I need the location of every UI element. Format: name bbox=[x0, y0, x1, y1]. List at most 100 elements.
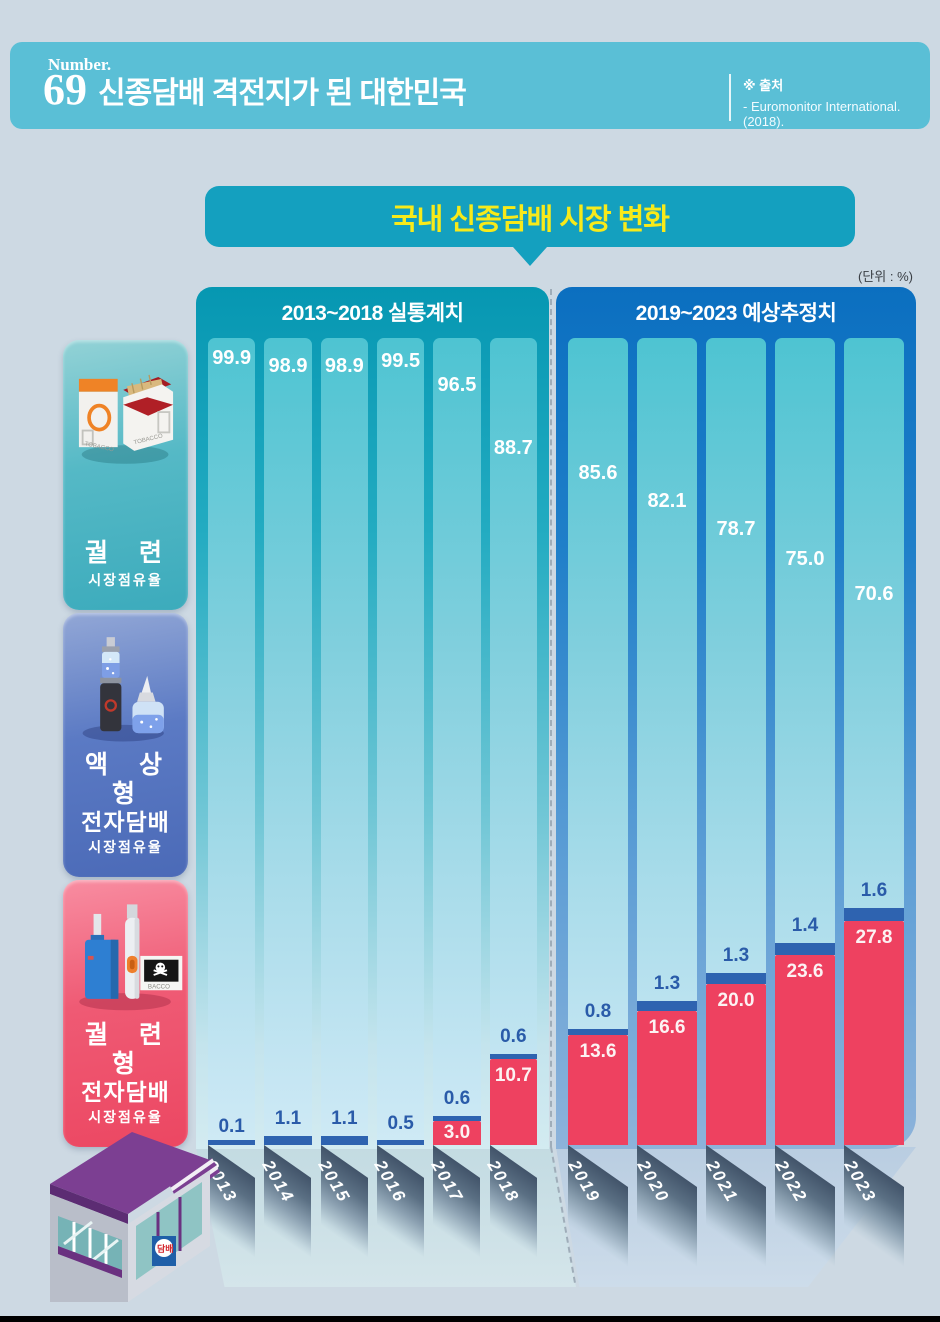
panel-forecast: 2019~2023 예상추정치 85.6 13.6 0.8 2019 82.1 16.6 1… bbox=[556, 287, 916, 1268]
bar-column-2018: 88.7 10.7 0.6 2018 bbox=[484, 338, 537, 1259]
section-divider-dashed bbox=[550, 289, 552, 1147]
unit-label: (단위 : %) bbox=[858, 269, 913, 284]
stacked-bar: 88.7 10.7 0.6 bbox=[489, 338, 537, 1145]
cigarette-share-label: 70.6 bbox=[854, 583, 894, 606]
stacked-bar: 75.0 23.6 1.4 bbox=[775, 338, 835, 1145]
liquid-ecigarette-icon bbox=[82, 637, 164, 742]
legend-card-heated-tobacco: BACCO 궐 련 형 전자담배 시장점유율 bbox=[63, 880, 188, 1147]
liquid-ecig-share-label: 1.3 bbox=[653, 972, 681, 994]
bar-column-2020: 82.1 16.6 1.3 2020 bbox=[634, 338, 697, 1268]
issue-number: 69 bbox=[43, 65, 87, 114]
cigarette-share-label: 75.0 bbox=[785, 547, 825, 570]
heated-tobacco-share-label: 10.7 bbox=[494, 1064, 532, 1086]
legend-hnb-title2: 전자담배 bbox=[81, 1078, 170, 1105]
cigarette-share-label: 88.7 bbox=[493, 437, 533, 460]
cigarette-share-label: 82.1 bbox=[647, 490, 687, 513]
legend-card-cigarette: TOBACCO TOBACCO 궐 련 시장점유율 bbox=[63, 340, 188, 610]
bar-column-2021: 78.7 20.0 1.3 2021 bbox=[703, 338, 766, 1268]
liquid-ecig-share-label: 0.6 bbox=[500, 1025, 527, 1047]
store-sign-text: 담배 bbox=[157, 1243, 174, 1254]
stacked-bar: 99.5 0.5 bbox=[376, 338, 425, 1145]
liquid-ecig-segment bbox=[844, 907, 904, 921]
legend-liquid-title: 액 상 형 bbox=[85, 751, 166, 808]
legend-cigarette-subtitle: 시장점유율 bbox=[88, 572, 163, 588]
liquid-ecig-segment bbox=[568, 1028, 628, 1036]
liquid-ecig-segment bbox=[376, 1140, 425, 1145]
stacked-bar: 98.9 1.1 bbox=[264, 338, 312, 1145]
liquid-ecig-share-label: 1.1 bbox=[331, 1108, 358, 1130]
heated-tobacco-share-label: 20.0 bbox=[717, 989, 755, 1011]
heated-tobacco-share-label: 13.6 bbox=[579, 1041, 617, 1063]
stacked-bar: 78.7 20.0 1.3 bbox=[706, 338, 766, 1145]
pack-brand-text-3: BACCO bbox=[147, 983, 169, 990]
source-label: ※ 출처 bbox=[743, 78, 784, 93]
panel-forecast-bars: 85.6 13.6 0.8 2019 82.1 16.6 1.3 2020 78.7 20.0 1.… bbox=[565, 338, 904, 1268]
heated-tobacco-device-icon: BACCO bbox=[78, 904, 182, 1011]
store-illustration: 담배 bbox=[50, 1132, 220, 1302]
legend-liquid-title2: 전자담배 bbox=[81, 808, 170, 835]
cigarette-share-label: 85.6 bbox=[578, 462, 618, 485]
heated-tobacco-segment: 16.6 bbox=[637, 1011, 697, 1145]
header-band: Number. 69 신종담배 격전지가 된 대한민국 ※ 출처 - Eurom… bbox=[10, 42, 930, 129]
stacked-bar: 70.6 27.8 1.6 bbox=[844, 338, 904, 1145]
heated-tobacco-segment: 27.8 bbox=[844, 920, 904, 1145]
bar-column-2017: 96.5 3.0 0.6 2017 bbox=[427, 338, 481, 1259]
heated-tobacco-share-label: 16.6 bbox=[648, 1017, 686, 1039]
heated-tobacco-share-label: 23.6 bbox=[786, 960, 824, 982]
panel-actual: 2013~2018 실통계치 99.9 0.1 2013 98.9 1.1 2014 98.… bbox=[196, 287, 549, 1259]
panel-actual-title: 2013~2018 실통계치 bbox=[281, 302, 464, 325]
heated-tobacco-segment: 20.0 bbox=[706, 983, 766, 1145]
bar-column-2022: 75.0 23.6 1.4 2022 bbox=[772, 338, 835, 1268]
legend-hnb-subtitle: 시장점유율 bbox=[88, 1109, 163, 1125]
panel-forecast-title: 2019~2023 예상추정치 bbox=[635, 302, 837, 325]
bar-column-2015: 98.9 1.1 2015 bbox=[315, 338, 368, 1259]
cigarette-share-label: 98.9 bbox=[268, 354, 308, 377]
heated-tobacco-segment: 23.6 bbox=[775, 954, 835, 1145]
cigarette-share-label: 96.5 bbox=[437, 374, 477, 397]
cigarette-share-label: 99.9 bbox=[212, 346, 252, 369]
heated-tobacco-segment: 13.6 bbox=[568, 1035, 628, 1145]
liquid-ecig-segment bbox=[320, 1136, 368, 1145]
liquid-ecig-share-label: 0.8 bbox=[584, 1000, 612, 1022]
chart-title-bubble: 국내 신종담배 시장 변화 bbox=[205, 186, 855, 266]
legend-cigarette-title: 궐 련 bbox=[85, 539, 166, 568]
heated-tobacco-segment: 3.0 bbox=[433, 1120, 481, 1145]
liquid-ecig-share-label: 1.1 bbox=[274, 1108, 302, 1130]
liquid-ecig-share-label: 0.5 bbox=[387, 1112, 414, 1134]
page-title: 신종담배 격전지가 된 대한민국 bbox=[98, 77, 467, 110]
source-text: - Euromonitor International. (2018). bbox=[743, 99, 901, 129]
cigarette-packs-icon: TOBACCO TOBACCO bbox=[78, 374, 173, 464]
liquid-ecig-share-label: 0.6 bbox=[443, 1087, 471, 1109]
stacked-bar: 96.5 3.0 0.6 bbox=[433, 338, 481, 1145]
stacked-bar: 85.6 13.6 0.8 bbox=[568, 338, 628, 1145]
stacked-bar: 82.1 16.6 1.3 bbox=[637, 338, 697, 1145]
liquid-ecig-share-label: 1.6 bbox=[860, 879, 888, 901]
liquid-ecig-segment bbox=[208, 1140, 256, 1145]
stacked-bar: 99.9 0.1 bbox=[208, 338, 256, 1145]
liquid-ecig-share-label: 0.1 bbox=[218, 1116, 245, 1138]
heated-tobacco-segment: 10.7 bbox=[489, 1058, 537, 1145]
liquid-ecig-segment bbox=[637, 1000, 697, 1012]
liquid-ecig-segment bbox=[433, 1115, 481, 1121]
liquid-ecig-segment bbox=[706, 973, 766, 984]
header-divider bbox=[729, 74, 731, 121]
issue-number-label: Number. bbox=[48, 55, 112, 74]
liquid-ecig-segment bbox=[489, 1053, 537, 1059]
cigarette-share-label: 98.9 bbox=[324, 354, 364, 377]
legend-liquid-subtitle: 시장점유율 bbox=[88, 839, 163, 855]
liquid-ecig-share-label: 1.4 bbox=[791, 915, 819, 937]
bar-column-2023: 70.6 27.8 1.6 2023 bbox=[841, 338, 904, 1268]
stacked-bar: 98.9 1.1 bbox=[320, 338, 368, 1145]
liquid-ecig-segment bbox=[264, 1136, 312, 1145]
footer-bar bbox=[0, 1316, 940, 1322]
cigarette-share-label: 99.5 bbox=[381, 350, 421, 373]
cigarette-share-label: 78.7 bbox=[716, 517, 756, 540]
bar-column-2016: 99.5 0.5 2016 bbox=[371, 338, 425, 1259]
bar-column-2013: 99.9 0.1 2013 bbox=[202, 338, 256, 1259]
panel-actual-bars: 99.9 0.1 2013 98.9 1.1 2014 98.9 1.1 2015 99.5 0.5… bbox=[202, 338, 537, 1259]
heated-tobacco-share-label: 3.0 bbox=[443, 1121, 471, 1143]
legend-hnb-title: 궐 련 형 bbox=[85, 1021, 166, 1078]
bar-column-2014: 98.9 1.1 2014 bbox=[258, 338, 312, 1259]
liquid-ecig-share-label: 1.3 bbox=[722, 945, 750, 967]
heated-tobacco-share-label: 27.8 bbox=[855, 926, 893, 948]
